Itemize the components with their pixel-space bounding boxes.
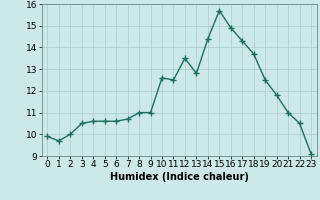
X-axis label: Humidex (Indice chaleur): Humidex (Indice chaleur) [110, 172, 249, 182]
